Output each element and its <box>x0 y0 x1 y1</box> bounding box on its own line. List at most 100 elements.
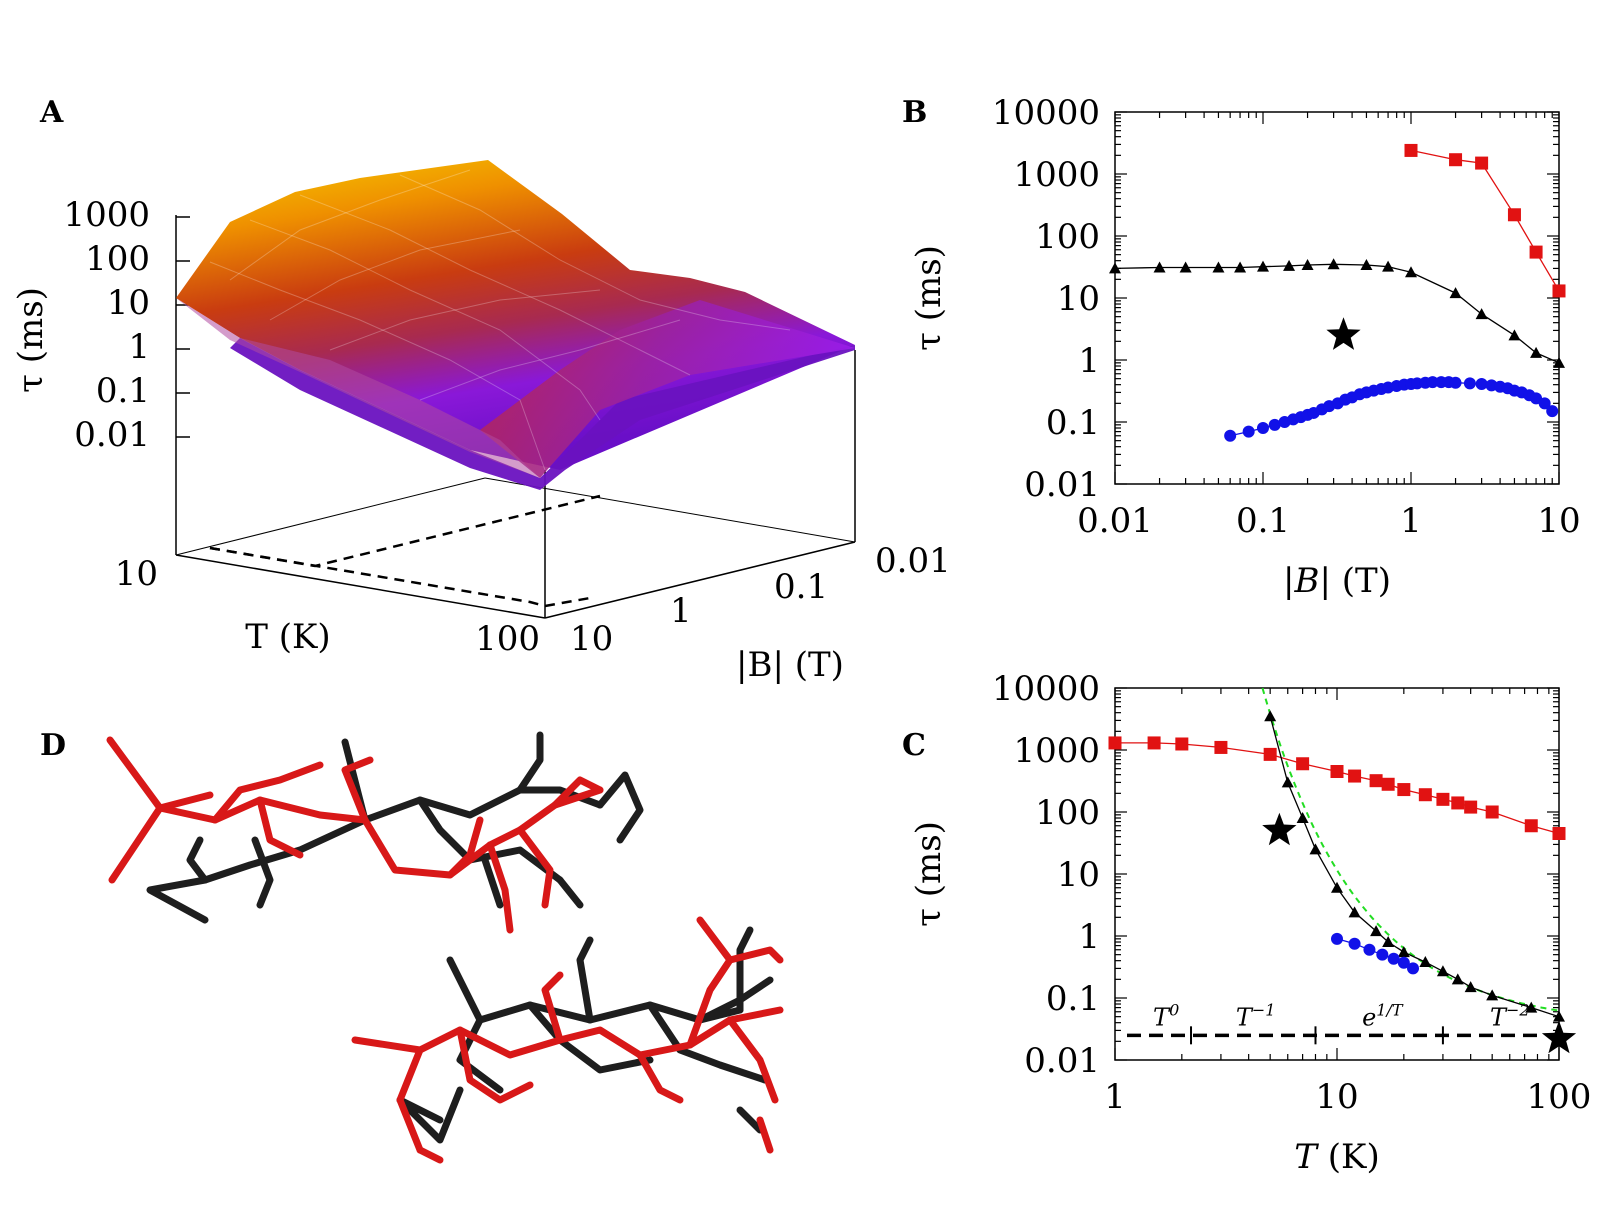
red-square-point <box>1404 143 1418 157</box>
black-triangle-point <box>1179 261 1192 273</box>
blue-circle-point <box>1363 943 1376 956</box>
black-triangle-point <box>1301 259 1314 271</box>
black-triangle-point <box>1553 356 1565 368</box>
black-triangle-point <box>1553 1010 1565 1022</box>
a-z-tick-label: 10 <box>107 283 150 323</box>
a-z-tick-label: 0.01 <box>74 415 150 455</box>
red-square-point <box>1108 736 1122 750</box>
a-x-tick-label: 100 <box>475 619 540 659</box>
b-y-tick-label: 10 <box>1057 279 1100 319</box>
a-y-tick-label: 0.01 <box>875 541 951 581</box>
red-square-point <box>1214 740 1228 754</box>
a-z-tick-label: 1000 <box>63 195 150 235</box>
black-triangle-point <box>1405 266 1417 278</box>
red-square-point <box>1418 788 1432 802</box>
blue-circle-point <box>1348 937 1361 950</box>
black-triangle-point <box>1212 261 1225 273</box>
a-x-axis-label: T (K) <box>245 617 330 657</box>
red-square-point <box>1507 208 1521 222</box>
b-x-tick-label: 0.1 <box>1236 501 1290 541</box>
red-square-point <box>1175 737 1189 751</box>
black-triangle-point <box>1508 329 1521 341</box>
panel-label-b: B <box>902 95 927 130</box>
black-series-line <box>1269 716 1560 1018</box>
red-square-point <box>1552 827 1566 841</box>
panel-label-a: A <box>39 95 64 130</box>
blue-circle-point <box>1376 948 1389 961</box>
black-triangle-point <box>1234 261 1247 273</box>
c-y-tick-label: 10 <box>1057 855 1100 895</box>
panel-label-c: C <box>902 728 926 763</box>
b-x-axis-var: |B| <box>1283 561 1331 601</box>
red-square-point <box>1485 805 1499 819</box>
b-y-axis-label: τ (ms) <box>909 245 949 351</box>
regime-label-exponent: 1/T <box>1376 1000 1404 1019</box>
black-triangle-point <box>1283 259 1296 271</box>
c-ticks <box>1114 687 1560 1061</box>
black-triangle-point <box>1327 258 1340 270</box>
panel-c-chart: 10000 1000 100 10 1 0.1 0.01 1 10 100 T … <box>909 669 1591 1177</box>
black-triangle-point <box>1382 936 1395 948</box>
black-triangle-point <box>1449 287 1462 299</box>
red-square-point <box>1381 777 1395 791</box>
blue-circle-point <box>1546 405 1559 418</box>
black-triangle-point <box>1436 965 1449 977</box>
a-y-axis <box>544 541 856 619</box>
black-triangle-point <box>1296 812 1309 824</box>
black-triangle-point <box>1309 843 1322 855</box>
black-triangle-point <box>1397 946 1410 958</box>
black-triangle-point <box>1419 956 1432 968</box>
black-triangle-point <box>1281 776 1294 788</box>
a-back-floor-edge <box>175 477 486 556</box>
b-y-tick-label: 100 <box>1035 217 1100 257</box>
red-square-point <box>1524 819 1538 833</box>
regime-label-exponent: 0 <box>1169 1000 1179 1019</box>
black-triangle-point <box>1382 260 1395 272</box>
a-floor-dash-1 <box>209 546 546 608</box>
c-data <box>1108 687 1577 1054</box>
red-square-point <box>1348 769 1362 783</box>
regime-label-base: T <box>1153 1003 1171 1031</box>
regime-label-base: T <box>1490 1003 1508 1031</box>
a-y-tick-label: 0.1 <box>774 567 828 607</box>
b-x-tick-label: 0.01 <box>1077 501 1153 541</box>
c-y-tick-label: 1 <box>1078 917 1100 957</box>
b-y-tick-label: 1 <box>1078 341 1100 381</box>
regime-label-exponent: −2 <box>1506 1000 1530 1019</box>
blue-circle-point <box>1224 429 1237 442</box>
regime-label-exponent: −1 <box>1252 1000 1276 1019</box>
blue-circle-point <box>1387 952 1400 965</box>
d-molecule-lower-black <box>396 926 774 1144</box>
regime-label-base: T <box>1236 1003 1254 1031</box>
red-series-line <box>1410 149 1560 292</box>
green-fit-curve <box>1261 687 1560 1012</box>
c-x-tick-label: 100 <box>1527 1077 1592 1117</box>
blue-circle-point <box>1538 397 1551 410</box>
c-y-tick-label: 0.1 <box>1046 979 1100 1019</box>
a-y-axis-label: |B| (T) <box>736 645 844 685</box>
a-y-tick-label: 10 <box>570 619 613 659</box>
regime-label: T0 <box>1153 1000 1179 1031</box>
a-z-axis-label: τ (ms) <box>11 287 51 393</box>
blue-circle-point <box>1397 956 1410 969</box>
black-triangle-point <box>1525 1001 1538 1013</box>
black-triangle-point <box>1153 261 1166 273</box>
blue-circle-point <box>1257 422 1269 435</box>
c-x-axis-var: T <box>1294 1137 1319 1177</box>
b-y-tick-label: 0.1 <box>1046 403 1100 443</box>
black-series-line <box>1114 263 1560 364</box>
c-y-tick-label: 10000 <box>992 669 1100 709</box>
red-square-point <box>1369 774 1383 788</box>
panel-label-d: D <box>40 728 66 763</box>
blue-circle-point <box>1449 376 1462 389</box>
black-triangle-point <box>1464 981 1477 993</box>
panel-a-surface-chart: 1000 100 10 1 0.1 0.01 10 100 10 1 0.1 0… <box>11 160 951 685</box>
regime-label-base: e <box>1362 1003 1376 1031</box>
red-square-point <box>1451 796 1465 810</box>
c-y-axis-label: τ (ms) <box>909 821 949 927</box>
black-triangle-point <box>1360 259 1373 271</box>
red-square-point <box>1449 153 1463 167</box>
red-square-point <box>1147 736 1161 750</box>
c-x-tick-label: 1 <box>1104 1077 1126 1117</box>
